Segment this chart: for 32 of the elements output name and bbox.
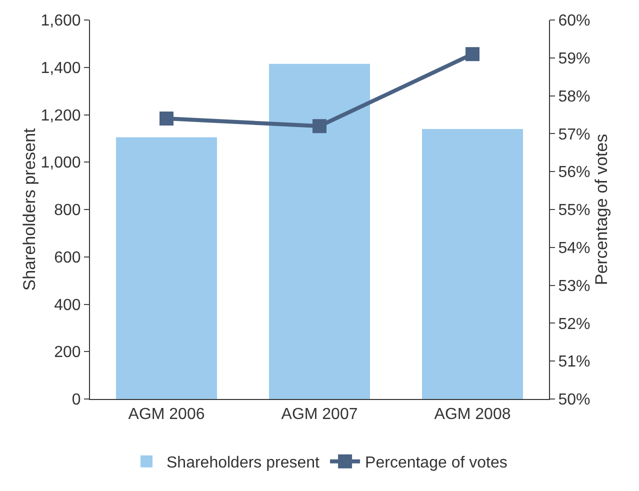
legend-label: Percentage of votes <box>365 454 508 472</box>
y2-tick-label: 52% <box>558 316 590 333</box>
x-tick-label: AGM 2006 <box>128 406 205 424</box>
y2-tick-label: 58% <box>558 88 590 106</box>
y-tick-label: 600 <box>54 249 81 266</box>
y2-tick-label: 50% <box>558 392 590 409</box>
point <box>160 112 174 126</box>
point <box>466 47 480 62</box>
y-tick-label: 1,200 <box>40 107 81 124</box>
y-tick-label: 800 <box>54 202 81 220</box>
y2-tick-label: 56% <box>558 164 590 182</box>
y2-tick-label: 57% <box>558 126 590 144</box>
y-tick-label: 1,400 <box>40 60 81 77</box>
y2-tick-label: 59% <box>558 50 590 68</box>
x-tick-label: AGM 2007 <box>281 406 358 424</box>
y2-tick-label: 54% <box>558 240 590 257</box>
bar <box>422 128 523 399</box>
bar <box>116 137 217 399</box>
y2-tick-label: 60% <box>558 12 590 30</box>
x-tick-label: AGM 2008 <box>434 406 511 424</box>
y2-tick-label: 53% <box>558 278 590 295</box>
point <box>312 119 326 134</box>
y-axis-title: Shareholders present <box>20 128 39 291</box>
y-tick-label: 1,000 <box>40 154 81 172</box>
y-tick-label: 0 <box>72 392 81 409</box>
y-tick-label: 400 <box>54 296 81 314</box>
y-tick-label: 1,600 <box>40 12 81 30</box>
legend-label: Shareholders present <box>166 454 320 472</box>
y2-tick-label: 51% <box>558 354 590 371</box>
y2-axis-title: Percentage of votes <box>592 134 612 286</box>
y2-tick-label: 55% <box>558 202 590 220</box>
y-tick-label: 200 <box>54 344 81 362</box>
